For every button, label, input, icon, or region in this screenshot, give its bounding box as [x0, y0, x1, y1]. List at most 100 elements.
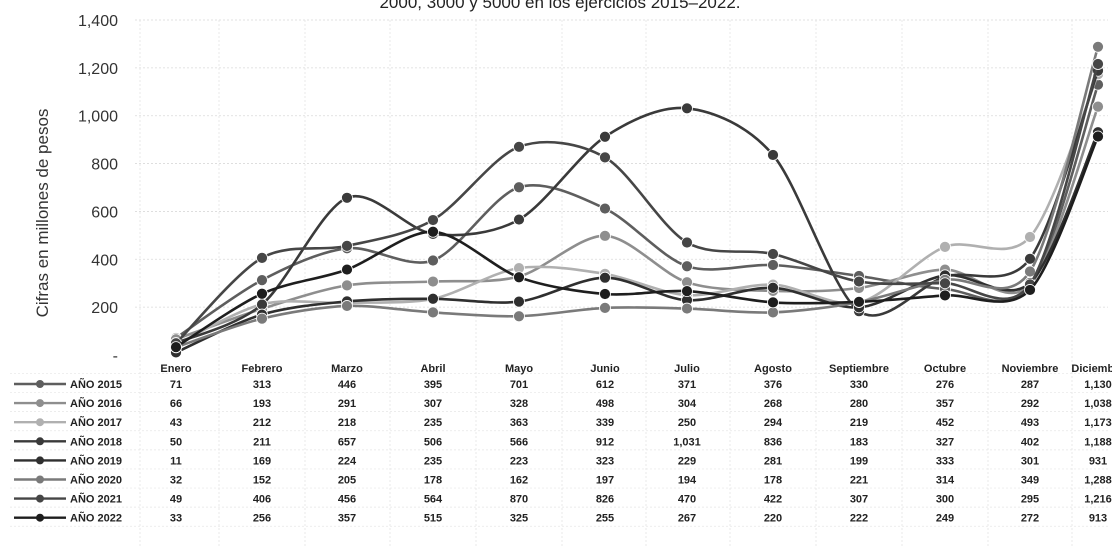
table-cell: 183	[850, 436, 868, 448]
table-cell: 268	[764, 398, 782, 410]
month-header: Mayo	[505, 363, 533, 375]
table-cell: 222	[850, 513, 868, 525]
table-cell: 836	[764, 436, 782, 448]
month-header: Septiembre	[829, 363, 889, 375]
table-cell: 1,288	[1084, 475, 1112, 487]
legend-marker	[36, 437, 44, 446]
y-axis-label: Cifras en millones de pesos	[33, 109, 52, 318]
series-point	[681, 285, 693, 298]
y-tick-label: 1,200	[78, 61, 118, 78]
series-name: AÑO 2021	[70, 493, 122, 506]
y-tick-label: 1,400	[78, 13, 118, 30]
series-point	[513, 310, 525, 323]
series-point	[1024, 284, 1036, 296]
series-point	[513, 181, 525, 194]
y-tick-label: 800	[91, 157, 118, 174]
series-point	[939, 240, 951, 253]
table-cell: 32	[170, 475, 182, 487]
series-point	[767, 281, 779, 294]
table-cell: 235	[424, 417, 442, 429]
series-point	[256, 287, 268, 300]
table-cell: 304	[678, 398, 697, 410]
series-point	[599, 301, 611, 314]
table-cell: 272	[1021, 513, 1039, 525]
table-cell: 339	[596, 417, 614, 429]
table-cell: 446	[338, 379, 356, 391]
table-cell: 452	[936, 417, 954, 429]
table-cell: 564	[424, 494, 443, 506]
table-cell: 267	[678, 513, 696, 525]
table-cell: 330	[850, 379, 868, 391]
series-point	[767, 296, 779, 309]
table-cell: 422	[764, 494, 782, 506]
series-point	[513, 213, 525, 226]
table-cell: 280	[850, 398, 868, 410]
month-header: Julio	[674, 363, 700, 375]
table-cell: 402	[1021, 436, 1039, 448]
series-point	[599, 229, 611, 242]
series-point	[341, 279, 353, 292]
table-cell: 313	[253, 379, 271, 391]
table-cell: 169	[253, 455, 271, 467]
table-cell: 250	[678, 417, 696, 429]
table-cell: 913	[1089, 513, 1107, 525]
month-header: Junio	[590, 363, 620, 375]
table-cell: 223	[510, 455, 528, 467]
table-cell: 199	[850, 455, 868, 467]
table-cell: 295	[1021, 494, 1039, 506]
table-cell: 281	[764, 455, 782, 467]
table-row: AÑO 2017 43 212 218 235 363 339 250 294 219 452 493…	[14, 416, 1112, 429]
month-header: Octubre	[924, 363, 966, 375]
series-point	[256, 312, 268, 325]
table-cell: 212	[253, 417, 271, 429]
table-cell: 506	[424, 436, 442, 448]
table-cell: 456	[338, 494, 356, 506]
table-cell: 205	[338, 475, 356, 487]
table-cell: 300	[936, 494, 954, 506]
table-cell: 493	[1021, 417, 1039, 429]
table-cell: 349	[1021, 475, 1039, 487]
series-point	[599, 130, 611, 143]
table-row: AÑO 2015 71 313 446 395 701 612 371 376 330 276 287…	[14, 378, 1112, 391]
table-cell: 291	[338, 398, 356, 410]
series-point	[767, 306, 779, 319]
month-header: Enero	[160, 363, 191, 375]
table-cell: 371	[678, 379, 696, 391]
y-tick-label: 1,000	[78, 109, 118, 126]
table-cell: 301	[1021, 455, 1039, 467]
table-cell: 193	[253, 398, 271, 410]
series-point	[1092, 100, 1104, 113]
series-point	[1092, 40, 1104, 53]
table-cell: 33	[170, 513, 182, 525]
y-tick-label: 600	[91, 204, 118, 221]
table-cell: 328	[510, 398, 528, 410]
month-header: Febrero	[242, 363, 283, 375]
series-name: AÑO 2019	[70, 454, 122, 467]
table-cell: 220	[764, 513, 782, 525]
table-row: AÑO 2018 50 211 657 506 566 912 1,031 836 183 327 4…	[14, 435, 1112, 448]
table-cell: 235	[424, 455, 442, 467]
series-8	[170, 130, 1104, 354]
table-cell: 1,031	[673, 436, 701, 448]
month-header: Marzo	[331, 363, 363, 375]
series-point	[341, 300, 353, 312]
series-name: AÑO 2015	[70, 378, 122, 391]
series-point	[427, 275, 439, 288]
table-cell: 197	[596, 475, 614, 487]
table-cell: 218	[338, 417, 356, 429]
legend-marker	[36, 380, 44, 388]
series-point	[427, 254, 439, 267]
series-point	[599, 202, 611, 215]
table-cell: 566	[510, 436, 528, 448]
table-cell: 219	[850, 417, 868, 429]
table-cell: 1,038	[1084, 398, 1112, 410]
series-line	[174, 135, 1100, 349]
series-point	[939, 277, 951, 290]
month-header: Diciembre	[1071, 363, 1112, 375]
table-cell: 912	[596, 436, 614, 448]
table-cell: 826	[596, 494, 614, 506]
table-cell: 931	[1089, 455, 1107, 467]
table-cell: 395	[424, 379, 442, 391]
